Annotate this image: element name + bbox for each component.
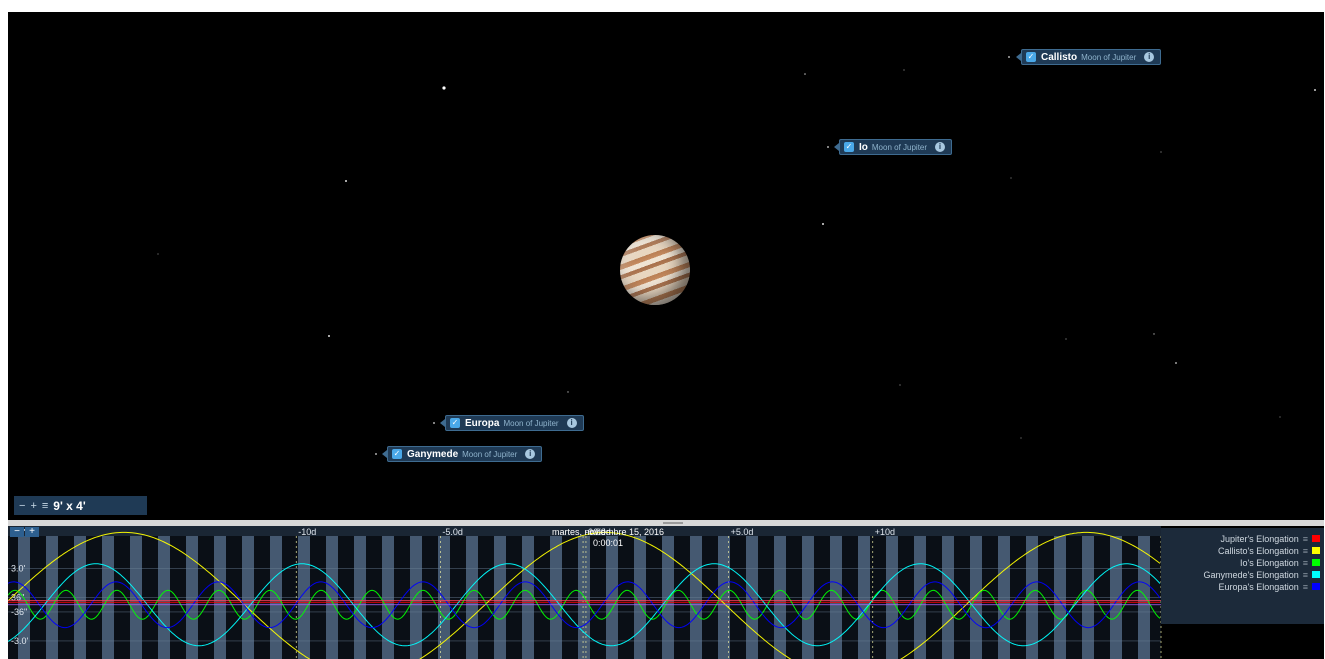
- ganymede-dot[interactable]: [375, 453, 377, 455]
- fov-menu-icon[interactable]: ≡: [41, 499, 49, 512]
- moon-name: Io: [859, 141, 868, 153]
- legend-swatch: [1312, 571, 1320, 578]
- check-icon[interactable]: ✓: [450, 418, 460, 428]
- zoom-out-button[interactable]: −: [19, 499, 26, 512]
- moon-name: Europa: [465, 417, 500, 429]
- zoom-in-button[interactable]: +: [30, 499, 37, 512]
- x-tick-label: -0.0d: [585, 527, 606, 537]
- menu-icon[interactable]: ≡: [1302, 569, 1308, 580]
- current-date: martes, noviembre 15, 2016: [551, 527, 665, 537]
- splitter-grip[interactable]: [663, 522, 683, 524]
- check-icon[interactable]: ✓: [844, 142, 854, 152]
- legend-item-ganymede[interactable]: Ganymede's Elongation ≡: [1203, 569, 1320, 580]
- moon-name: Ganymede: [407, 448, 459, 460]
- y-tick-label: -3.0': [11, 636, 29, 646]
- label-pointer: [382, 450, 387, 458]
- legend-label: Ganymede's Elongation: [1203, 569, 1299, 580]
- x-tick-label: +0.0d: [588, 527, 611, 537]
- y-tick-label: -36": [11, 607, 27, 617]
- x-tick-label: +5.0d: [731, 527, 754, 537]
- series-line-ganymede: [8, 563, 1161, 647]
- graph-zoom-in-button[interactable]: +: [25, 527, 39, 537]
- fov-value[interactable]: 9' x 4': [53, 498, 86, 513]
- star-field: [157, 69, 1316, 439]
- legend-item-jupiter[interactable]: Jupiter's Elongation ≡: [1220, 533, 1320, 544]
- menu-icon[interactable]: ≡: [1302, 545, 1308, 556]
- moon-type: Moon of Jupiter: [1081, 52, 1137, 62]
- legend-label: Callisto's Elongation: [1217, 545, 1299, 556]
- panel-splitter[interactable]: [8, 520, 1324, 526]
- x-tick-label: -5.0d: [442, 527, 463, 537]
- graph-zoom-out-button[interactable]: −: [10, 527, 24, 537]
- legend-swatch: [1312, 583, 1320, 590]
- legend-swatch: [1312, 547, 1320, 554]
- y-tick-label: 3.0': [11, 564, 26, 574]
- series-line-callisto: [8, 531, 1161, 659]
- legend-item-callisto[interactable]: Callisto's Elongation ≡: [1218, 545, 1320, 556]
- callisto-dot[interactable]: [1008, 56, 1010, 58]
- info-icon[interactable]: i: [566, 418, 577, 428]
- fov-control: − + ≡ 9' x 4': [14, 496, 147, 515]
- x-tick-label: -10d: [298, 527, 316, 537]
- moon-label-ganymede[interactable]: ✓ Ganymede Moon of Jupiter i: [387, 446, 543, 462]
- moon-type: Moon of Jupiter: [871, 142, 928, 152]
- legend-swatch: [1312, 535, 1320, 542]
- moon-name: Callisto: [1041, 51, 1078, 63]
- moon-type: Moon of Jupiter: [503, 418, 559, 428]
- moon-label-io[interactable]: ✓ Io Moon of Jupiter i: [839, 139, 953, 155]
- legend-swatch: [1312, 559, 1320, 566]
- info-icon[interactable]: i: [1144, 52, 1155, 62]
- menu-icon[interactable]: ≡: [1302, 533, 1308, 544]
- x-tick-label: +10d: [875, 527, 895, 537]
- check-icon[interactable]: ✓: [392, 449, 402, 459]
- europa-dot[interactable]: [433, 422, 435, 424]
- legend-item-europa[interactable]: Europa's Elongation ≡: [1218, 581, 1320, 592]
- label-pointer: [834, 143, 839, 151]
- y-tick-label: 36": [11, 593, 24, 603]
- current-time: 0:00:01: [592, 538, 624, 548]
- label-pointer: [1016, 53, 1021, 61]
- moon-label-europa[interactable]: ✓ Europa Moon of Jupiter i: [445, 415, 584, 431]
- check-icon[interactable]: ✓: [1026, 52, 1036, 62]
- current-date-label: martes, noviembre 15, 2016 0:00:01: [508, 527, 708, 549]
- menu-icon[interactable]: ≡: [1302, 581, 1308, 592]
- legend-label: Io's Elongation: [1239, 557, 1299, 568]
- menu-icon[interactable]: ≡: [1302, 557, 1308, 568]
- moon-label-callisto[interactable]: ✓ Callisto Moon of Jupiter i: [1021, 49, 1162, 65]
- label-pointer: [440, 419, 445, 427]
- elongation-chart[interactable]: -10d-5.0d-0.0d+0.0d+5.0d+10d+20d6.0'3.0'…: [8, 526, 1324, 659]
- info-icon[interactable]: i: [525, 449, 536, 459]
- legend-label: Europa's Elongation: [1218, 581, 1299, 592]
- series-line-io: [8, 589, 1161, 620]
- io-dot[interactable]: [827, 146, 829, 148]
- jupiter-planet[interactable]: [620, 235, 690, 305]
- elongation-graph-panel[interactable]: -10d-5.0d-0.0d+0.0d+5.0d+10d+20d6.0'3.0'…: [8, 526, 1324, 659]
- legend-label: Jupiter's Elongation: [1220, 533, 1299, 544]
- moon-type: Moon of Jupiter: [462, 449, 518, 459]
- legend-item-io[interactable]: Io's Elongation ≡: [1240, 557, 1320, 568]
- sky-view[interactable]: ✓ Callisto Moon of Jupiter i ✓ Io Moon o…: [8, 12, 1324, 520]
- info-icon[interactable]: i: [935, 142, 946, 152]
- time-ruler: [8, 526, 1161, 536]
- series-line-europa: [8, 581, 1161, 629]
- graph-legend: Jupiter's Elongation ≡ Callisto's Elonga…: [1161, 528, 1324, 624]
